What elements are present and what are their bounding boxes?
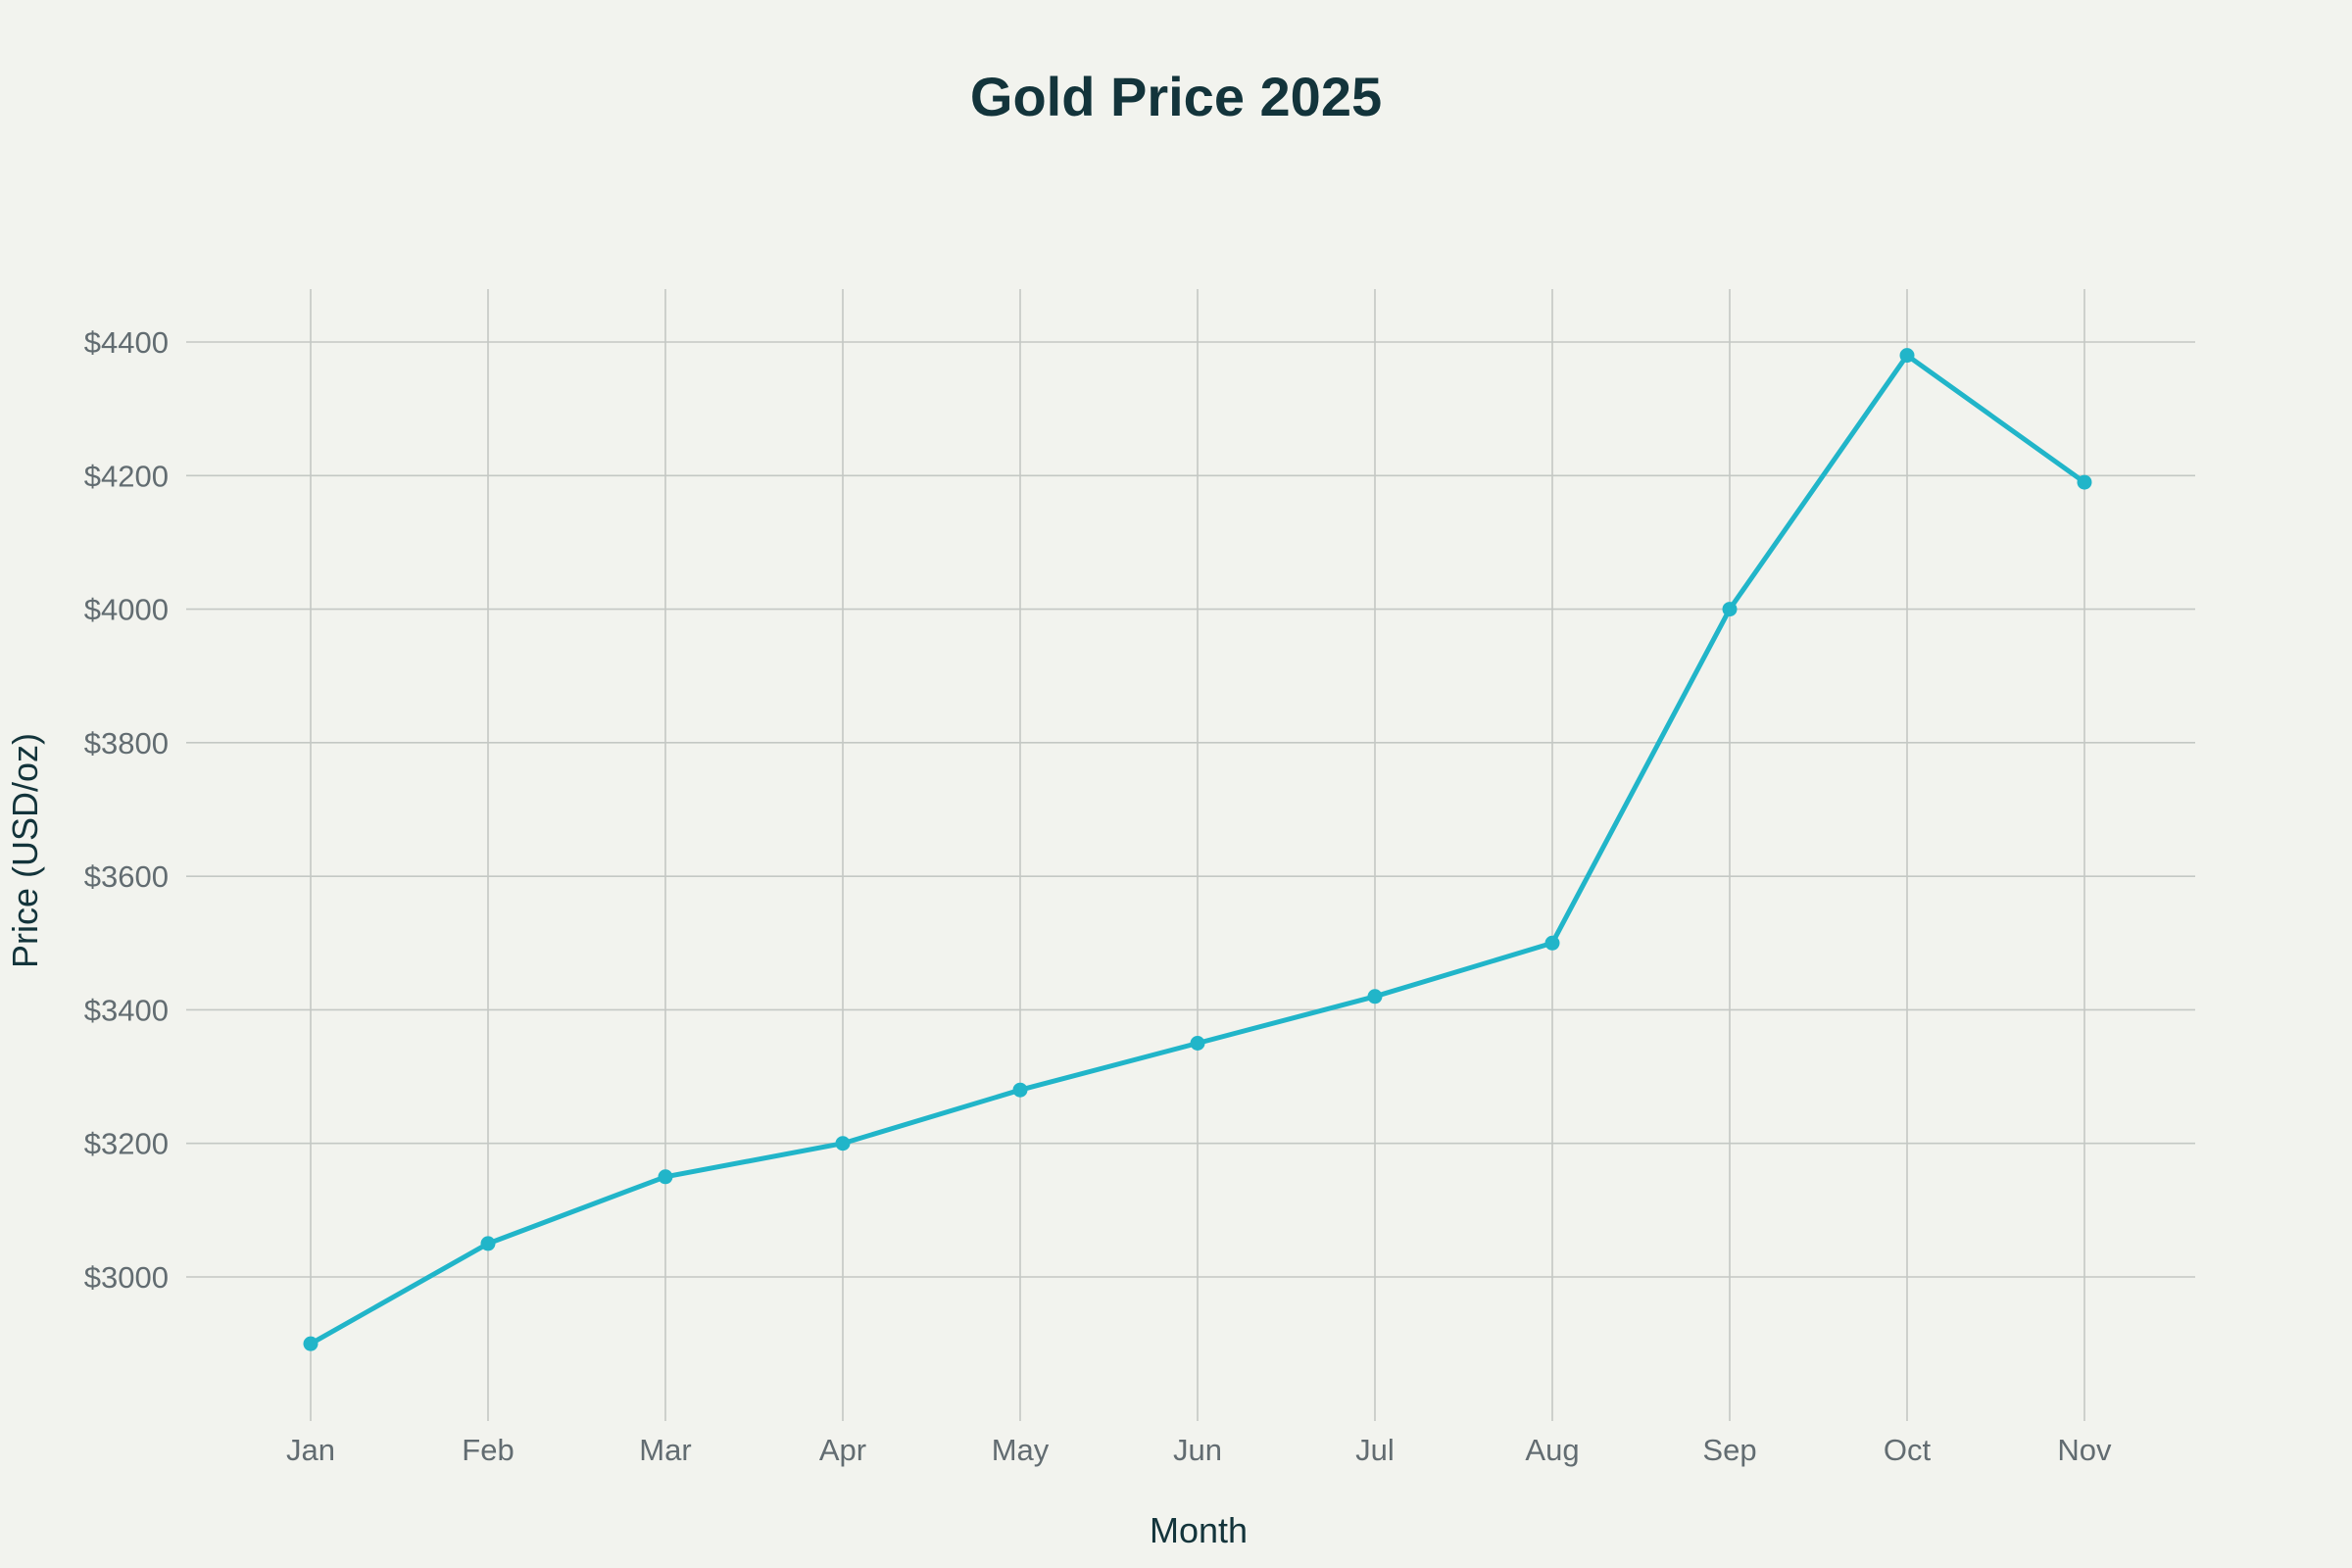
y-tick-label: $4400 (84, 325, 169, 360)
data-point (2077, 474, 2092, 490)
y-tick-label: $3600 (84, 859, 169, 894)
x-tick-label: Oct (1884, 1433, 1932, 1467)
x-tick-label: Aug (1525, 1433, 1579, 1467)
x-axis-title: Month (1150, 1510, 1248, 1550)
y-tick-label: $3200 (84, 1127, 169, 1161)
data-point (303, 1336, 318, 1351)
y-axis-title: Price (USD/oz) (5, 733, 45, 968)
y-tick-label: $3800 (84, 726, 169, 760)
x-tick-label: May (992, 1433, 1050, 1467)
data-point (1722, 602, 1738, 617)
x-tick-label: Jan (286, 1433, 335, 1467)
y-tick-label: $3400 (84, 993, 169, 1027)
data-point (835, 1136, 851, 1152)
x-axis-ticks: Jan Feb Mar Apr May Jun Jul Aug Sep Oct Nov (286, 1433, 2112, 1467)
data-point (1544, 935, 1560, 951)
y-tick-label: $4200 (84, 459, 169, 493)
x-tick-label: Nov (2057, 1433, 2112, 1467)
x-tick-label: Sep (1702, 1433, 1756, 1467)
y-axis-ticks: $3000 $3200 $3400 $3600 $3800 $4000 $4200 $4400 (84, 325, 169, 1295)
grid (186, 289, 2195, 1421)
data-point (1367, 989, 1383, 1004)
y-tick-label: $3000 (84, 1260, 169, 1295)
x-tick-label: Apr (819, 1433, 866, 1467)
data-point (1899, 348, 1915, 364)
series (303, 348, 2092, 1351)
data-point (480, 1236, 496, 1251)
y-tick-label: $4000 (84, 593, 169, 627)
data-point (658, 1169, 673, 1185)
data-point (1012, 1082, 1028, 1098)
x-tick-label: Feb (462, 1433, 514, 1467)
x-tick-label: Mar (639, 1433, 691, 1467)
x-tick-label: Jul (1355, 1433, 1395, 1467)
data-point (1190, 1036, 1205, 1051)
chart-title: Gold Price 2025 (970, 66, 1382, 127)
x-tick-label: Jun (1173, 1433, 1222, 1467)
